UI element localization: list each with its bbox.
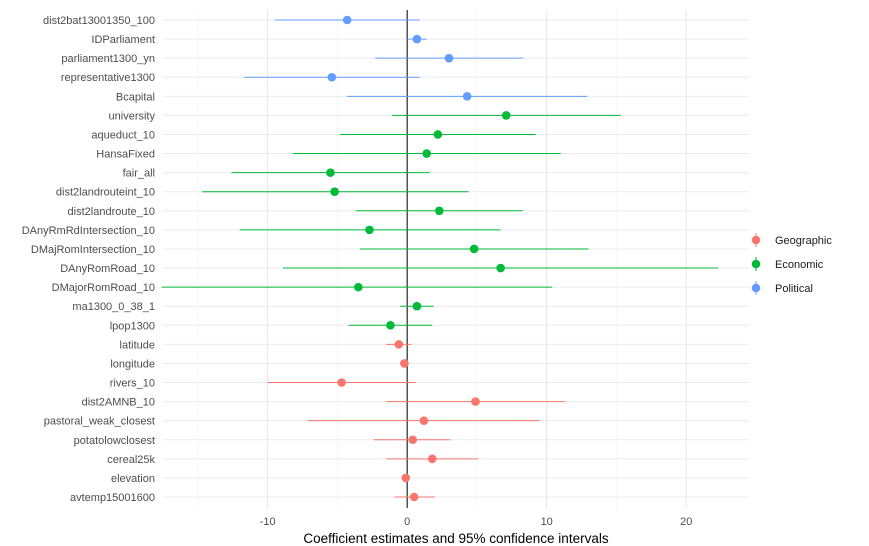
y-tick-label: avtemp15001600 [70, 492, 155, 504]
estimate-point [386, 320, 395, 330]
estimate-point [433, 130, 443, 139]
x-tick-label: 0 [404, 516, 410, 528]
estimate-point [412, 34, 422, 44]
x-tick-label: 20 [680, 516, 692, 528]
estimate-point [412, 301, 422, 311]
estimate-point [469, 244, 479, 254]
y-tick-label: lpop1300 [110, 320, 155, 332]
y-tick-label: university [109, 110, 156, 122]
estimate-point [434, 206, 444, 216]
estimate-point [365, 225, 374, 235]
grid-lines [163, 10, 749, 508]
y-tick-label: DMajRomIntersection_10 [31, 244, 155, 256]
legend: Geographic Economic Political [751, 233, 832, 295]
estimate-point [444, 53, 454, 63]
legend-label: Geographic [775, 235, 832, 247]
estimate-point [327, 72, 337, 82]
y-tick-label: IDParliament [91, 34, 155, 46]
estimate-point [501, 111, 511, 120]
y-tick-labels: dist2bat13001350_100 IDParliament parliame… [22, 15, 156, 504]
y-tick-label: elevation [111, 473, 155, 485]
estimate-point [419, 416, 429, 425]
estimate-point [496, 263, 505, 273]
estimate-point [422, 149, 432, 158]
estimate-point [427, 454, 437, 464]
y-tick-label: DMajorRomRoad_10 [52, 282, 155, 294]
y-tick-label: dist2landrouteint_10 [56, 187, 155, 199]
y-tick-label: representative1300 [61, 72, 155, 84]
y-tick-label: rivers_10 [110, 378, 155, 390]
y-tick-label: pastoral_weak_closest [44, 416, 155, 428]
y-tick-label: DAnyRomRoad_10 [60, 263, 155, 275]
y-tick-label: ma1300_0_38_1 [72, 301, 155, 313]
legend-key-point [751, 235, 761, 245]
y-tick-label: longitude [110, 358, 155, 370]
y-tick-label: dist2landroute_10 [68, 206, 155, 218]
x-axis-title: Coefficient estimates and 95% confidence… [303, 531, 608, 546]
estimate-point [394, 340, 404, 349]
y-tick-label: aqueduct_10 [91, 129, 155, 141]
estimate-point [400, 359, 409, 368]
confidence-intervals [161, 19, 719, 498]
legend-label: Economic [775, 259, 824, 271]
x-tick-label: 10 [541, 516, 553, 528]
legend-key-point [751, 259, 761, 269]
legend-label: Political [775, 283, 813, 295]
y-tick-label: latitude [120, 339, 155, 351]
legend-key-point [751, 283, 761, 293]
y-tick-label: dist2bat13001350_100 [43, 15, 155, 27]
estimate-point [354, 282, 363, 292]
y-tick-label: DAnyRmRdIntersection_10 [22, 225, 155, 237]
x-tick-label: -10 [260, 516, 276, 528]
estimate-point [326, 168, 335, 177]
estimate-point [408, 435, 418, 445]
y-tick-label: cereal25k [107, 454, 155, 466]
y-tick-label: fair_all [123, 168, 155, 180]
y-tick-label: Bcapital [116, 91, 155, 103]
estimate-points [326, 15, 511, 502]
y-tick-label: parliament1300_yn [61, 53, 155, 65]
y-tick-label: potatolowclosest [74, 435, 155, 447]
estimate-point [342, 15, 352, 25]
estimate-point [401, 473, 411, 483]
estimate-point [330, 187, 339, 197]
estimate-point [471, 397, 480, 406]
estimate-point [337, 378, 346, 387]
y-tick-label: HansaFixed [96, 149, 155, 161]
x-tick-labels: -10 0 10 20 [260, 516, 693, 528]
estimate-point [409, 492, 419, 502]
y-tick-label: dist2AMNB_10 [82, 397, 155, 409]
estimate-point [462, 92, 472, 101]
